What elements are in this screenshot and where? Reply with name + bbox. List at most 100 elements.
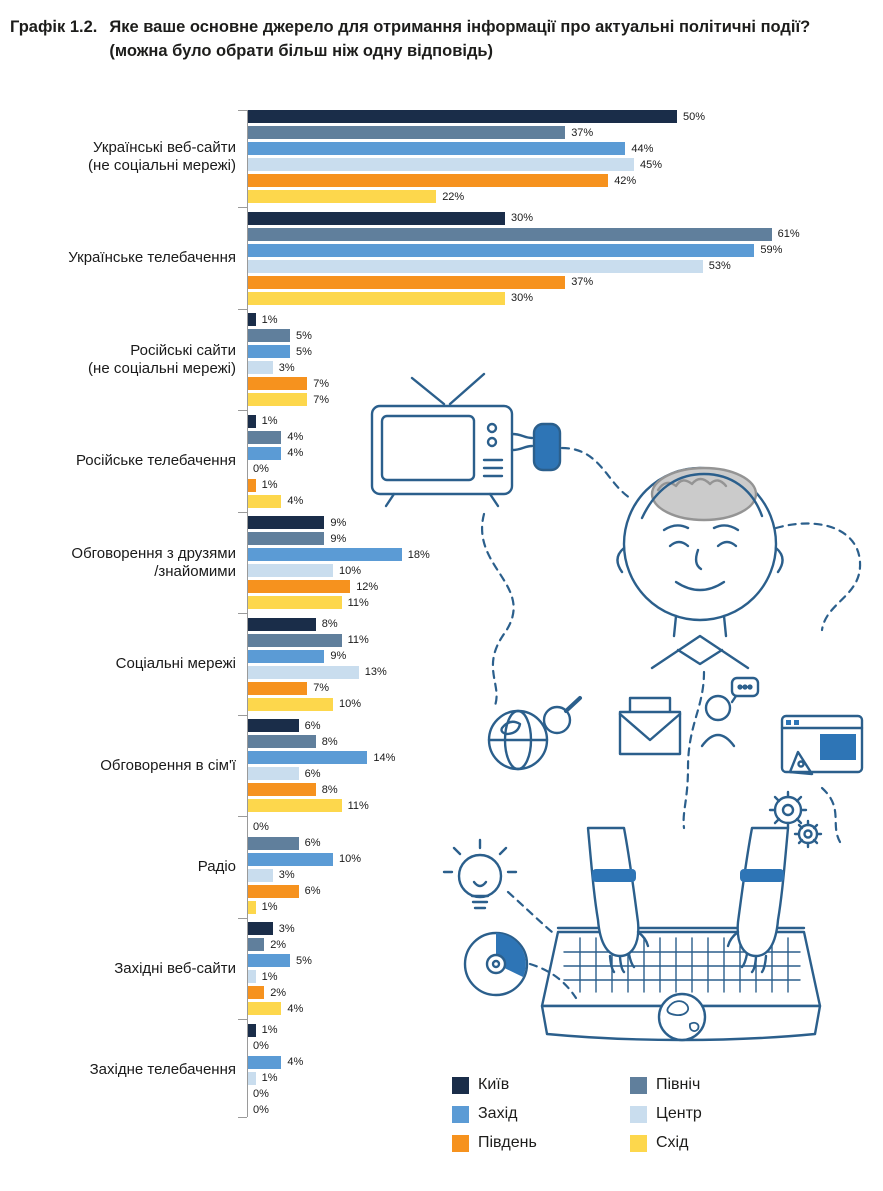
bar-row: 1% bbox=[247, 970, 312, 983]
bar-value-label: 0% bbox=[253, 1040, 269, 1052]
bar-value-label: 37% bbox=[571, 126, 594, 139]
bar bbox=[247, 751, 368, 764]
bar bbox=[247, 393, 308, 406]
bar-row: 53% bbox=[247, 259, 800, 273]
bar-value-label: 14% bbox=[373, 751, 396, 764]
bar-value-label: 22% bbox=[442, 190, 465, 203]
bar-value-label: 0% bbox=[253, 463, 269, 475]
bar-value-label: 42% bbox=[614, 174, 637, 187]
bar-row: 22% bbox=[247, 190, 705, 203]
axis-line bbox=[247, 110, 248, 1117]
legend: Київ Захід Південь Північ Центр Схід bbox=[452, 1076, 808, 1152]
bar bbox=[247, 938, 265, 951]
bar-value-label: 2% bbox=[270, 938, 287, 951]
bar-value-label: 1% bbox=[261, 1024, 278, 1036]
bar bbox=[247, 430, 282, 444]
bar-value-label: 5% bbox=[296, 345, 312, 358]
axis-tick bbox=[238, 511, 247, 513]
legend-item: Північ bbox=[630, 1076, 808, 1094]
bar-value-label: 6% bbox=[304, 719, 321, 732]
legend-item: Південь bbox=[452, 1134, 630, 1152]
bar-row: 18% bbox=[247, 548, 430, 561]
bar-stack: 1% 4% 4% 0% 1% 4% bbox=[247, 414, 303, 508]
bar-row: 50% bbox=[247, 110, 705, 123]
bar-value-label: 2% bbox=[270, 986, 287, 999]
bar bbox=[247, 1002, 282, 1015]
axis-tick bbox=[238, 308, 247, 310]
bar-value-label: 5% bbox=[296, 954, 312, 967]
chart-group: Радіо 0% 6% 10% 3% 6% 1% bbox=[0, 821, 883, 914]
bar bbox=[247, 532, 325, 545]
axis-tick bbox=[238, 613, 247, 615]
bar bbox=[247, 836, 299, 850]
bar-row: 0% bbox=[247, 1088, 303, 1101]
legend-swatch bbox=[452, 1134, 469, 1152]
legend-label: Захід bbox=[478, 1105, 518, 1122]
bar bbox=[247, 900, 256, 914]
legend-label: Південь bbox=[478, 1134, 537, 1151]
bar-value-label: 1% bbox=[261, 313, 278, 326]
bar-row: 4% bbox=[247, 430, 303, 444]
bar bbox=[247, 1071, 256, 1085]
axis-tick bbox=[238, 110, 247, 111]
bar-value-label: 10% bbox=[339, 698, 362, 710]
bar-value-label: 3% bbox=[278, 922, 295, 935]
chart-group: Російські сайти (не соціальні мережі) 1% 5… bbox=[0, 313, 883, 406]
bar-row: 7% bbox=[247, 681, 387, 695]
bar-row: 5% bbox=[247, 345, 329, 358]
bar-row: 13% bbox=[247, 665, 387, 679]
bar-row: 2% bbox=[247, 938, 312, 951]
bar-row: 1% bbox=[247, 313, 329, 326]
bar bbox=[247, 158, 634, 171]
bar-row: 7% bbox=[247, 377, 329, 390]
title-note: (можна було обрати більш ніж одну відпов… bbox=[109, 41, 494, 60]
bar-row: 1% bbox=[247, 1023, 303, 1037]
bar bbox=[247, 548, 402, 561]
bar-value-label: 30% bbox=[511, 292, 534, 304]
chart-group: Українські веб-сайти (не соціальні мереж… bbox=[0, 110, 883, 203]
legend-column: Північ Центр Схід bbox=[630, 1076, 808, 1152]
chart-group: Українське телебачення 30% 61% 59% 53% 37% 30% bbox=[0, 211, 883, 305]
legend-swatch bbox=[630, 1076, 647, 1094]
axis-tick bbox=[238, 1116, 247, 1118]
chart-group: Російське телебачення 1% 4% 4% 0% 1% 4% bbox=[0, 414, 883, 508]
bar bbox=[247, 110, 677, 123]
bar-row: 61% bbox=[247, 227, 800, 241]
bar-value-label: 9% bbox=[330, 650, 347, 662]
bar-row: 1% bbox=[247, 478, 303, 492]
bar-chart: Українські веб-сайти (не соціальні мереж… bbox=[0, 110, 883, 1118]
bar-value-label: 37% bbox=[571, 276, 594, 288]
chart-group: Західні веб-сайти 3% 2% 5% 1% 2% 4% bbox=[0, 922, 883, 1015]
chart-groups: Українські веб-сайти (не соціальні мереж… bbox=[0, 110, 883, 1117]
bar-row: 10% bbox=[247, 697, 387, 711]
bar-row: 4% bbox=[247, 1002, 312, 1015]
bar-stack: 9% 9% 18% 10% 12% 11% bbox=[247, 516, 430, 609]
bar bbox=[247, 291, 505, 305]
bar-value-label: 11% bbox=[347, 634, 369, 646]
bar-value-label: 12% bbox=[356, 580, 379, 593]
bar-stack: 30% 61% 59% 53% 37% 30% bbox=[247, 211, 800, 305]
bar-row: 1% bbox=[247, 1071, 303, 1085]
legend-label: Північ bbox=[656, 1076, 701, 1093]
bar-value-label: 4% bbox=[287, 1002, 304, 1015]
bar-value-label: 10% bbox=[339, 853, 362, 865]
title-text: Яке ваше основне джерело для отримання і… bbox=[109, 16, 810, 64]
bar-stack: 50% 37% 44% 45% 42% 22% bbox=[247, 110, 705, 203]
bar-row: 6% bbox=[247, 884, 361, 898]
category-label: Російське телебачення bbox=[75, 452, 236, 470]
bar-row: 2% bbox=[247, 986, 312, 999]
bar-value-label: 30% bbox=[511, 212, 534, 224]
bar bbox=[247, 799, 342, 812]
bar bbox=[247, 852, 333, 866]
category-label: Соціальні мережі bbox=[115, 655, 236, 673]
bar-value-label: 18% bbox=[407, 548, 430, 561]
bar-row: 30% bbox=[247, 291, 800, 305]
bar-stack: 3% 2% 5% 1% 2% 4% bbox=[247, 922, 312, 1015]
category-label: Західні веб-сайти bbox=[114, 959, 236, 977]
bar-row: 11% bbox=[247, 596, 430, 609]
bar bbox=[247, 345, 290, 358]
bar-row: 4% bbox=[247, 1055, 303, 1069]
bar bbox=[247, 190, 437, 203]
bar bbox=[247, 446, 282, 460]
axis-tick bbox=[238, 816, 247, 818]
